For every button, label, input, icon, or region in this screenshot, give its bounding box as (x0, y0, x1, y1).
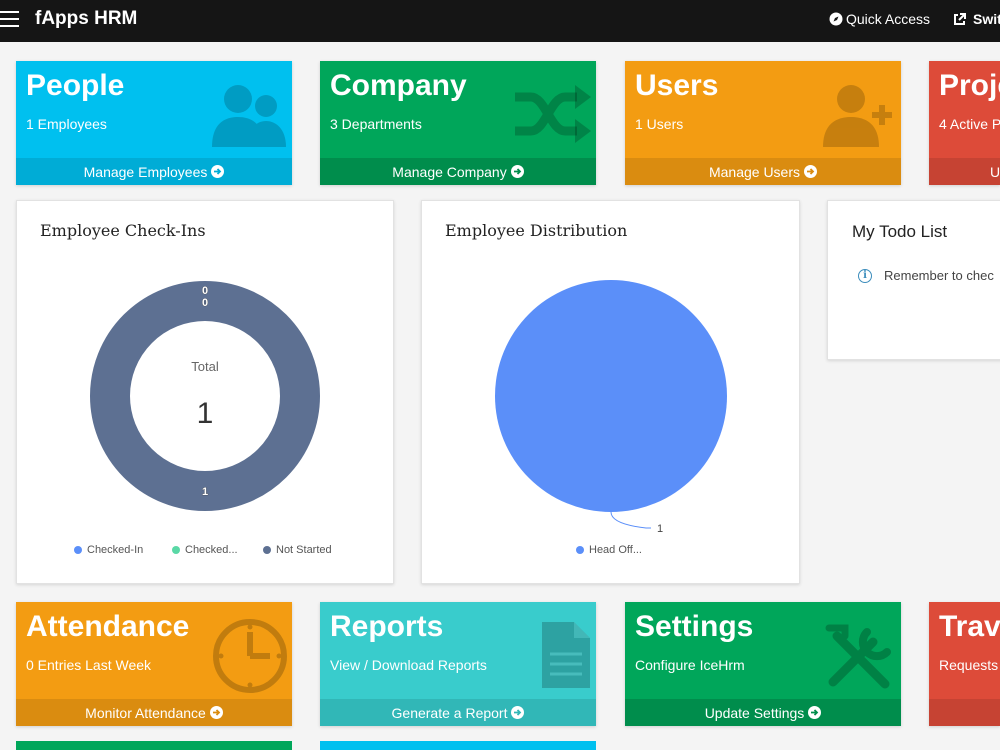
brand-title[interactable]: fApps HRM (35, 8, 138, 29)
chart-center-total: 1 (197, 397, 214, 430)
attendance-tile[interactable]: Attendance 0 Entries Last Week Monitor A… (16, 602, 292, 726)
chart-data-label: 1 (202, 486, 208, 498)
tile-subtitle: Configure IceHrm (635, 657, 745, 673)
quick-access-button[interactable]: Quick Access (829, 11, 930, 27)
generate-report-link[interactable]: Generate a Report (320, 699, 596, 726)
tile-subtitle: 0 Entries Last Week (26, 657, 152, 673)
tile-subtitle: 4 Active P (939, 116, 1000, 132)
update-settings-link[interactable]: Update Settings (625, 699, 901, 726)
todo-item[interactable]: i Remember to chec (858, 268, 994, 283)
legend-label: Not Started (276, 544, 332, 556)
wrench-hammer-icon (825, 624, 891, 689)
manage-company-link[interactable]: Manage Company (320, 158, 596, 185)
chart-data-label: 1 (657, 523, 663, 535)
partial-tile-blue[interactable] (320, 741, 596, 750)
distribution-pie-chart: 1 (495, 280, 727, 535)
user-add-icon (823, 85, 892, 147)
arrow-circle-right-icon (510, 165, 524, 178)
tile-subtitle: 3 Departments (330, 116, 422, 132)
tile-subtitle: Requests (939, 657, 999, 673)
legend-label: Checked-In (87, 544, 144, 556)
random-shuffle-icon (515, 85, 591, 143)
travel-link[interactable] (929, 699, 1000, 726)
legend-checked-in[interactable]: Checked-In (74, 544, 143, 556)
chart-slice[interactable] (90, 281, 320, 511)
tile-title: Reports (330, 610, 444, 643)
company-tile[interactable]: Company 3 Departments Manage Company (320, 61, 596, 185)
arrow-circle-right-icon (808, 706, 822, 719)
legend-label: Checked... (185, 544, 238, 556)
people-tile[interactable]: People 1 Employees Manage Employees (16, 61, 292, 185)
manage-users-link[interactable]: Manage Users (625, 158, 901, 185)
chart-data-label: 0 (202, 285, 208, 297)
clock-icon (213, 619, 287, 693)
panel-title: Employee Check-Ins (40, 221, 206, 240)
tile-title: Users (635, 69, 719, 102)
footer-label: Generate a Report (391, 704, 508, 721)
arrow-circle-right-icon (511, 706, 525, 719)
info-icon: i (858, 268, 872, 283)
manage-employees-link[interactable]: Manage Employees (16, 158, 292, 185)
tile-title: People (26, 69, 125, 102)
legend-dot (172, 546, 180, 554)
tile-title: Proje (939, 69, 1000, 102)
projects-link[interactable]: U (929, 158, 1000, 185)
legend-dot (263, 546, 271, 554)
switch-button[interactable]: Swit (952, 11, 1000, 27)
todo-panel: My Todo List i Remember to chec (827, 200, 1000, 360)
tile-title: Attendance (26, 610, 190, 643)
arrow-circle-right-icon (804, 165, 818, 178)
projects-tile[interactable]: Proje 4 Active P U (929, 61, 1000, 185)
panel-title: Employee Distribution (445, 221, 628, 240)
footer-label: Manage Users (708, 163, 801, 180)
monitor-attendance-link[interactable]: Monitor Attendance (16, 699, 292, 726)
document-icon (542, 622, 590, 688)
tile-subtitle: 1 Users (635, 116, 684, 132)
chart-data-label: 0 (202, 297, 208, 309)
footer-label: Manage Company (392, 163, 507, 180)
partial-tile-green[interactable] (16, 741, 292, 750)
hamburger-menu-icon[interactable] (0, 11, 20, 27)
arrow-circle-right-icon (209, 706, 223, 719)
footer-label: U (990, 163, 1000, 180)
legend-checked-out[interactable]: Checked... (172, 544, 238, 556)
legend-not-started[interactable]: Not Started (263, 544, 332, 556)
chart-slice[interactable] (495, 280, 727, 512)
arrow-circle-right-icon (211, 165, 225, 178)
users-group-icon (212, 85, 286, 147)
tile-title: Trave (939, 610, 1000, 643)
legend-head-office[interactable]: Head Off... (576, 544, 642, 556)
legend-label: Head Off... (589, 544, 642, 556)
tile-title: Settings (635, 610, 754, 643)
tile-subtitle: View / Download Reports (330, 657, 487, 673)
legend-dot (74, 546, 82, 554)
travel-tile[interactable]: Trave Requests (929, 602, 1000, 726)
todo-item-text: Remember to chec (884, 268, 994, 283)
footer-label: Monitor Attendance (85, 704, 206, 721)
footer-label: Manage Employees (83, 163, 208, 180)
external-link-icon (954, 12, 966, 25)
legend-dot (576, 546, 584, 554)
chart-center-label: Total (191, 359, 219, 374)
settings-tile[interactable]: Settings Configure IceHrm Update Setting… (625, 602, 901, 726)
switch-label: Swit (973, 11, 1000, 27)
top-navbar: fApps HRM Quick Access Swit (0, 0, 1000, 42)
reports-tile[interactable]: Reports View / Download Reports Generate… (320, 602, 596, 726)
users-tile[interactable]: Users 1 Users Manage Users (625, 61, 901, 185)
quick-access-label: Quick Access (846, 11, 931, 27)
tile-subtitle: 1 Employees (26, 116, 107, 132)
footer-label: Update Settings (704, 704, 805, 721)
chart-label-leader-line (610, 511, 651, 529)
employee-distribution-panel: Employee Distribution 1 Head Off... (421, 200, 800, 584)
tile-title: Company (330, 69, 467, 102)
compass-icon (829, 12, 843, 26)
todo-title: My Todo List (852, 222, 948, 241)
checkins-donut-chart: 00 1 Total 1 (90, 281, 320, 511)
